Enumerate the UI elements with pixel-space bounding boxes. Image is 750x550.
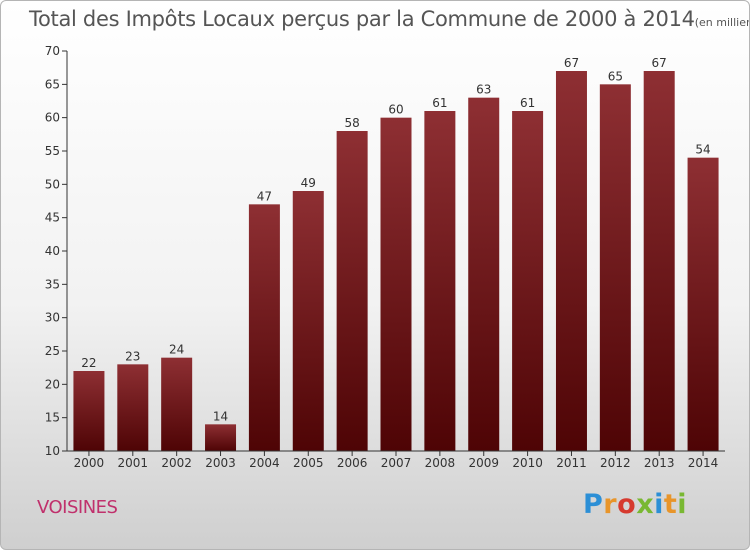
y-tick-label: 65 bbox=[45, 77, 60, 91]
x-tick-label: 2001 bbox=[118, 456, 149, 470]
x-axis: 2000 2001 2002 2003 2004 2005 2006 2007 2008 2009… bbox=[67, 450, 725, 470]
y-tick-label: 15 bbox=[45, 411, 60, 425]
bar-2007 bbox=[380, 117, 412, 452]
y-tick-label: 45 bbox=[45, 211, 60, 225]
y-tick-label: 40 bbox=[45, 244, 60, 258]
x-tick-label: 2008 bbox=[425, 456, 456, 470]
x-tick-label: 2013 bbox=[644, 456, 675, 470]
bar-2001 bbox=[117, 364, 149, 451]
x-tick-label: 2010 bbox=[512, 456, 543, 470]
x-tick-label: 2003 bbox=[205, 456, 236, 470]
data-label-2010: 61 bbox=[520, 96, 535, 110]
bar-2012 bbox=[599, 84, 631, 451]
bar-2010 bbox=[512, 111, 544, 451]
chart-title: Total des Impôts Locaux perçus par la Co… bbox=[29, 7, 749, 31]
y-tick-label: 70 bbox=[45, 44, 60, 58]
data-label-2014: 54 bbox=[695, 143, 710, 157]
y-tick-label: 30 bbox=[45, 311, 60, 325]
bar-2005 bbox=[292, 191, 324, 451]
x-tick-label: 2005 bbox=[293, 456, 324, 470]
x-tick-label: 2007 bbox=[381, 456, 412, 470]
data-label-2003: 14 bbox=[213, 409, 228, 423]
y-tick-label: 25 bbox=[45, 344, 60, 358]
data-label-2001: 23 bbox=[125, 349, 140, 363]
data-label-2004: 47 bbox=[257, 189, 272, 203]
y-tick-label: 10 bbox=[45, 444, 60, 458]
data-label-2000: 22 bbox=[81, 356, 96, 370]
y-tick-label: 50 bbox=[45, 177, 60, 191]
y-axis: 10 15 20 25 30 35 40 45 50 55 60 65 70 bbox=[45, 44, 68, 458]
x-tick-label: 2009 bbox=[468, 456, 499, 470]
proxiti-logo: Proxiti bbox=[583, 489, 688, 520]
bar-2000 bbox=[73, 371, 105, 451]
y-tick-label: 55 bbox=[45, 144, 60, 158]
x-tick-label: 2006 bbox=[337, 456, 368, 470]
x-tick-label: 2012 bbox=[600, 456, 631, 470]
bar-2014 bbox=[687, 157, 719, 451]
y-tick-label: 20 bbox=[45, 377, 60, 391]
bar-2013 bbox=[643, 71, 675, 451]
y-tick-label: 35 bbox=[45, 277, 60, 291]
y-tick-label: 60 bbox=[45, 111, 60, 125]
data-label-2012: 65 bbox=[608, 69, 623, 83]
x-tick-label: 2000 bbox=[74, 456, 105, 470]
commune-name: VOISINES bbox=[37, 497, 118, 518]
bar-2002 bbox=[161, 357, 193, 451]
bar-2008 bbox=[424, 111, 456, 451]
data-label-2005: 49 bbox=[301, 176, 316, 190]
bar-2006 bbox=[336, 131, 368, 451]
chart-title-text: Total des Impôts Locaux perçus par la Co… bbox=[29, 7, 695, 31]
chart-unit: (en milliers d'€) bbox=[694, 16, 749, 29]
bar-2011 bbox=[555, 71, 587, 451]
bars: 22 23 24 14 47 49 58 60 61 63 61 67 65 67 54 bbox=[73, 56, 719, 452]
data-label-2011: 67 bbox=[564, 56, 579, 70]
x-tick-label: 2014 bbox=[688, 456, 719, 470]
data-label-2007: 60 bbox=[388, 103, 403, 117]
data-label-2002: 24 bbox=[169, 343, 184, 357]
data-label-2006: 58 bbox=[344, 116, 359, 130]
data-label-2013: 67 bbox=[652, 56, 667, 70]
data-label-2009: 63 bbox=[476, 83, 491, 97]
bar-2003 bbox=[205, 424, 237, 451]
x-tick-label: 2004 bbox=[249, 456, 280, 470]
bar-2009 bbox=[468, 97, 500, 452]
data-label-2008: 61 bbox=[432, 96, 447, 110]
bar-2004 bbox=[248, 204, 280, 451]
x-tick-label: 2011 bbox=[556, 456, 587, 470]
x-tick-label: 2002 bbox=[161, 456, 192, 470]
